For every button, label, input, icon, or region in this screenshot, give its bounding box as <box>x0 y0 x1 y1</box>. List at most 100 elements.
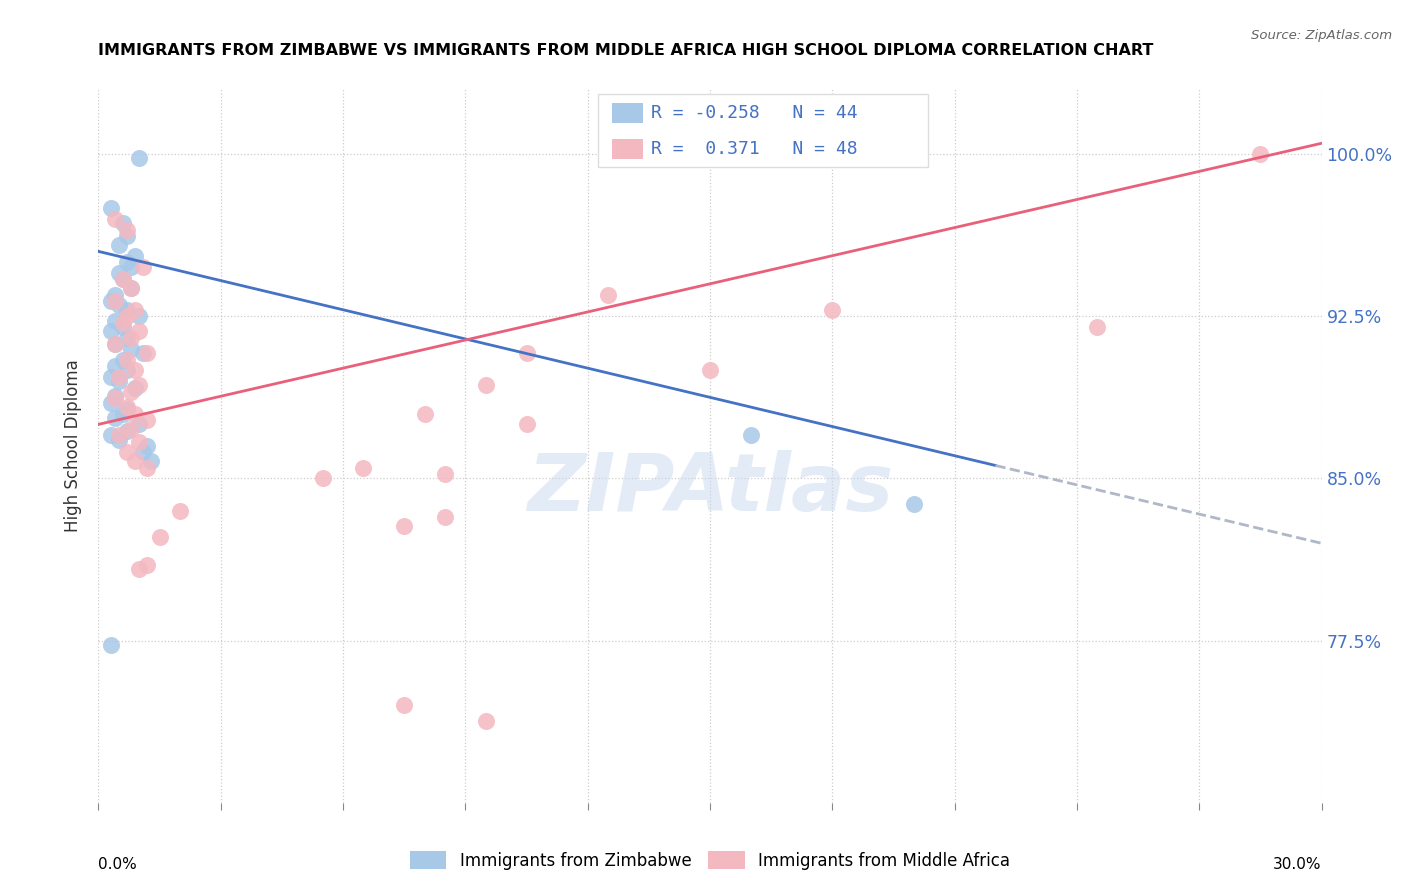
Point <box>1085 320 1108 334</box>
Point <box>104 211 127 226</box>
Point <box>169 504 191 518</box>
Point <box>141 454 163 468</box>
Point <box>111 216 134 230</box>
Point <box>115 445 138 459</box>
Point <box>104 294 127 309</box>
Point <box>474 714 498 728</box>
Point <box>128 152 150 166</box>
Point <box>104 287 127 301</box>
Point <box>124 407 146 421</box>
Point <box>120 342 142 356</box>
Point <box>104 359 127 373</box>
Point <box>100 325 122 339</box>
Point <box>115 363 138 377</box>
Point <box>132 346 155 360</box>
Point <box>120 260 142 274</box>
Point <box>120 281 142 295</box>
Text: ZIPAtlas: ZIPAtlas <box>527 450 893 528</box>
Point <box>128 325 150 339</box>
Point <box>821 302 844 317</box>
Point <box>128 378 150 392</box>
Text: R =  0.371   N = 48: R = 0.371 N = 48 <box>651 140 858 158</box>
Text: Source: ZipAtlas.com: Source: ZipAtlas.com <box>1251 29 1392 42</box>
Point <box>115 229 138 244</box>
Point <box>108 266 131 280</box>
Point <box>115 352 138 367</box>
Point <box>124 302 146 317</box>
Point <box>596 287 619 301</box>
Point <box>124 249 146 263</box>
Point <box>111 320 134 334</box>
Point <box>392 519 416 533</box>
Point <box>516 346 538 360</box>
Point <box>128 417 150 432</box>
Point <box>111 272 134 286</box>
Text: 30.0%: 30.0% <box>1274 857 1322 871</box>
Text: IMMIGRANTS FROM ZIMBABWE VS IMMIGRANTS FROM MIDDLE AFRICA HIGH SCHOOL DIPLOMA CO: IMMIGRANTS FROM ZIMBABWE VS IMMIGRANTS F… <box>98 43 1154 58</box>
Point <box>104 389 127 403</box>
Point <box>128 310 150 324</box>
Point <box>149 530 172 544</box>
Point <box>132 445 155 459</box>
Point <box>1249 147 1271 161</box>
Legend: Immigrants from Zimbabwe, Immigrants from Middle Africa: Immigrants from Zimbabwe, Immigrants fro… <box>404 845 1017 877</box>
Point <box>128 434 150 449</box>
Point <box>111 272 134 286</box>
Point <box>433 510 456 524</box>
Point <box>100 201 122 215</box>
Point <box>124 363 146 377</box>
Point <box>115 302 138 317</box>
Text: 0.0%: 0.0% <box>98 857 138 871</box>
Point <box>128 562 150 576</box>
Point <box>115 255 138 269</box>
Point <box>740 428 762 442</box>
Point <box>115 400 138 414</box>
Point <box>115 424 138 438</box>
Point <box>100 369 122 384</box>
Point <box>120 281 142 295</box>
Point <box>104 337 127 351</box>
Point <box>120 331 142 345</box>
Point <box>104 313 127 327</box>
Point <box>516 417 538 432</box>
Point <box>699 363 721 377</box>
Point <box>111 407 134 421</box>
Point <box>433 467 456 482</box>
Point <box>392 698 416 713</box>
Point <box>312 471 335 485</box>
Point <box>115 223 138 237</box>
Point <box>136 439 159 453</box>
Point <box>136 413 159 427</box>
Point <box>111 316 134 330</box>
Point <box>100 294 122 309</box>
Point <box>104 337 127 351</box>
Point <box>136 460 159 475</box>
Point <box>100 428 122 442</box>
Point <box>136 558 159 572</box>
Y-axis label: High School Diploma: High School Diploma <box>65 359 83 533</box>
Point <box>124 381 146 395</box>
Point <box>104 392 127 406</box>
Point <box>100 638 122 652</box>
Point <box>120 384 142 399</box>
Point <box>115 310 138 324</box>
Point <box>136 346 159 360</box>
Point <box>108 238 131 252</box>
Point <box>100 396 122 410</box>
Point <box>413 407 436 421</box>
Point <box>104 410 127 425</box>
Point <box>115 331 138 345</box>
Point <box>108 298 131 312</box>
Point <box>111 352 134 367</box>
Point <box>108 369 131 384</box>
Point <box>115 402 138 417</box>
Point <box>474 378 498 392</box>
Point <box>903 497 925 511</box>
Text: R = -0.258   N = 44: R = -0.258 N = 44 <box>651 104 858 122</box>
Point <box>108 374 131 388</box>
Point <box>124 454 146 468</box>
Point <box>120 422 142 436</box>
Point <box>352 460 374 475</box>
Point <box>108 428 131 442</box>
Point <box>108 433 131 447</box>
